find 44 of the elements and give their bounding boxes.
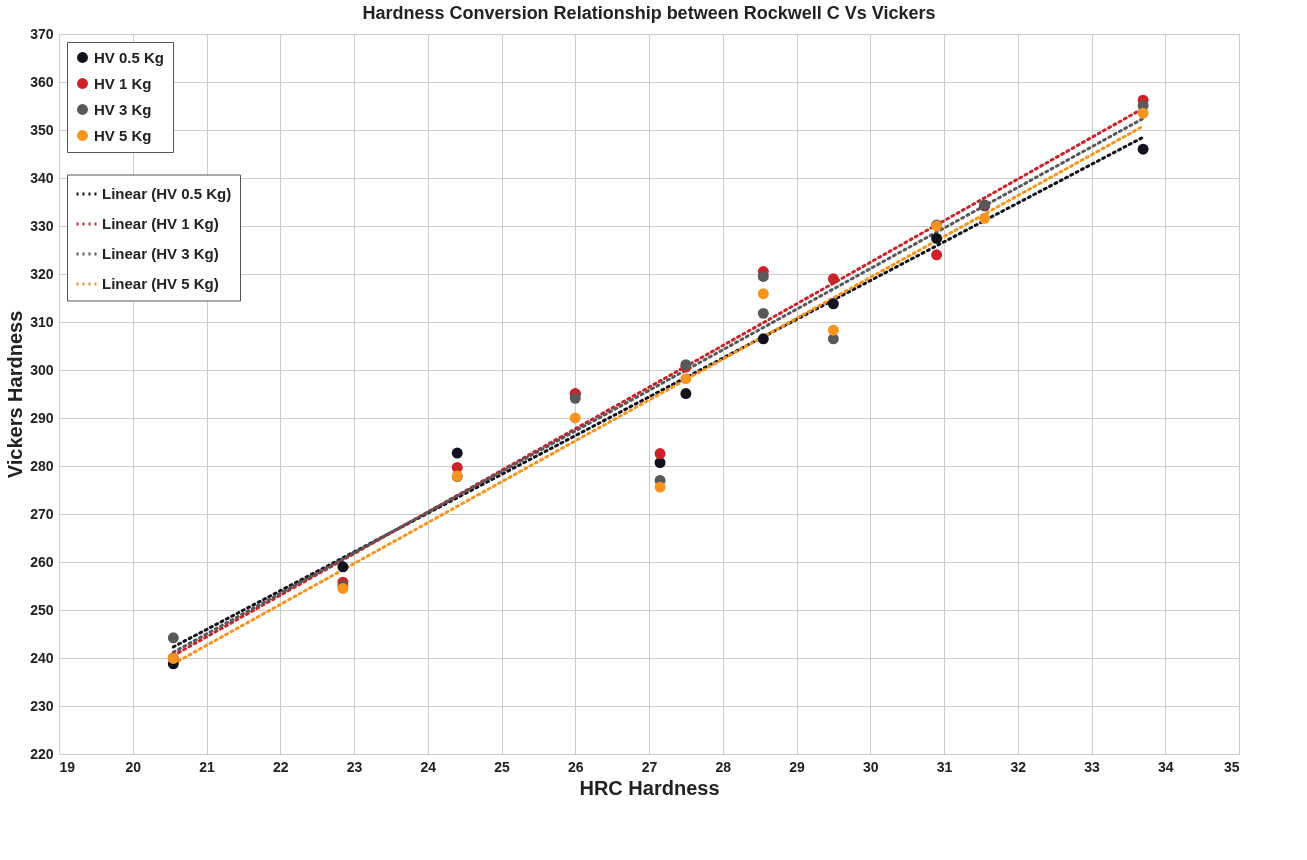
x-tick-label: 22 — [272, 758, 289, 775]
x-tick-label: 31 — [936, 758, 953, 775]
x-tick-label: 20 — [125, 758, 142, 775]
y-tick-label: 280 — [30, 457, 54, 474]
x-tick-label: 32 — [1010, 758, 1027, 775]
x-tick-label: 28 — [715, 758, 732, 775]
y-tick-label: 290 — [30, 409, 54, 426]
y-tick-label: 230 — [30, 697, 54, 714]
y-axis-title: Vickers Hardness — [4, 310, 27, 479]
x-tick-label: 24 — [420, 758, 437, 775]
y-tick-label: 270 — [30, 505, 54, 522]
y-tick-label: 340 — [30, 169, 54, 186]
x-axis-title: HRC Hardness — [579, 776, 720, 799]
y-tick-label: 250 — [30, 601, 54, 618]
x-tick-label: 27 — [641, 758, 658, 775]
x-tick-label: 26 — [567, 758, 584, 775]
x-tick-label: 29 — [789, 758, 805, 775]
y-tick-label: 360 — [30, 73, 54, 90]
legend-label: HV 0.5 Kg — [94, 48, 165, 66]
legend-label: HV 5 Kg — [94, 126, 152, 144]
y-tick-label: 260 — [30, 553, 54, 570]
y-tick-label: 240 — [30, 649, 54, 666]
y-tick-label: 220 — [30, 745, 54, 762]
chart-title: Hardness Conversion Relationship between Rockwell C Vs Vickers — [362, 3, 936, 23]
y-tick-label: 330 — [30, 217, 54, 234]
legend-label: Linear (HV 5 Kg) — [102, 275, 219, 292]
x-tick-label: 33 — [1084, 758, 1100, 775]
x-tick-label: 25 — [494, 758, 510, 775]
legend-label: HV 3 Kg — [94, 100, 152, 118]
y-tick-label: 350 — [30, 121, 54, 138]
legend-label: Linear (HV 1 Kg) — [102, 215, 219, 232]
legend-label: Linear (HV 3 Kg) — [102, 245, 219, 262]
y-tick-label: 370 — [30, 25, 54, 42]
x-tick-label: 30 — [862, 758, 879, 775]
y-tick-label: 300 — [30, 361, 54, 378]
x-tick-label: 21 — [199, 758, 215, 775]
x-tick-label: 19 — [59, 758, 76, 775]
legend-label: HV 1 Kg — [94, 74, 152, 92]
y-tick-label: 310 — [30, 313, 54, 330]
legend-label: Linear (HV 0.5 Kg) — [102, 185, 232, 202]
y-tick-label: 320 — [30, 265, 54, 282]
x-tick-label: 23 — [346, 758, 363, 775]
x-tick-label: 35 — [1223, 758, 1240, 775]
x-tick-label: 34 — [1157, 758, 1174, 775]
